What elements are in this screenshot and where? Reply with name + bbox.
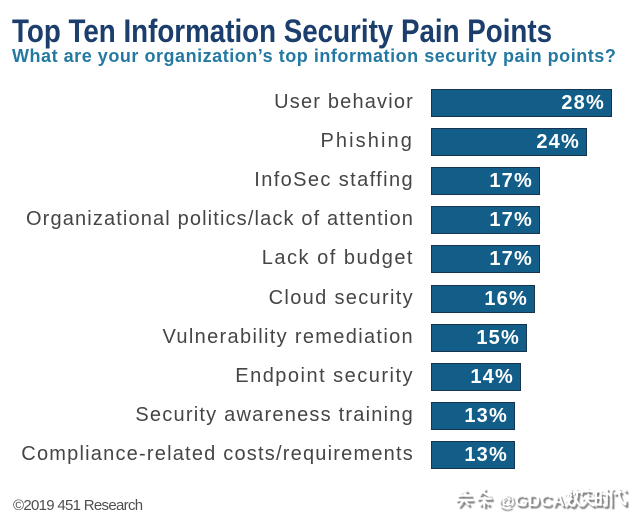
svg-text:@GDCA: @GDCA (500, 493, 567, 512)
svg-text:@GDCA: @GDCA (498, 491, 565, 510)
